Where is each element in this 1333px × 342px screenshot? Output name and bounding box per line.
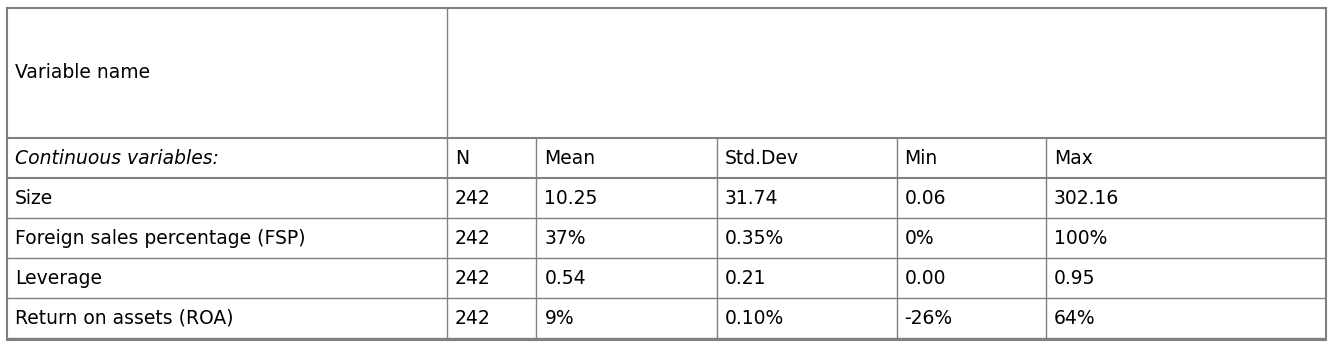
- Text: Std.Dev: Std.Dev: [725, 148, 798, 168]
- Text: 0.10%: 0.10%: [725, 308, 784, 328]
- Text: 242: 242: [455, 188, 491, 208]
- Text: 31.74: 31.74: [725, 188, 778, 208]
- Text: Mean: Mean: [544, 148, 596, 168]
- Text: -26%: -26%: [905, 308, 953, 328]
- Text: 100%: 100%: [1054, 228, 1108, 248]
- Text: 37%: 37%: [544, 228, 587, 248]
- Text: 242: 242: [455, 268, 491, 288]
- Text: Leverage: Leverage: [15, 268, 103, 288]
- Text: 9%: 9%: [544, 308, 575, 328]
- Text: 0.06: 0.06: [905, 188, 946, 208]
- Text: 0%: 0%: [905, 228, 934, 248]
- Text: 242: 242: [455, 308, 491, 328]
- Text: Foreign sales percentage (FSP): Foreign sales percentage (FSP): [15, 228, 305, 248]
- Text: Size: Size: [15, 188, 53, 208]
- Text: 0.35%: 0.35%: [725, 228, 784, 248]
- Text: 242: 242: [455, 228, 491, 248]
- Text: 10.25: 10.25: [544, 188, 597, 208]
- Text: Max: Max: [1054, 148, 1093, 168]
- Text: 0.00: 0.00: [905, 268, 946, 288]
- Text: Min: Min: [905, 148, 938, 168]
- Text: 0.21: 0.21: [725, 268, 766, 288]
- Text: Continuous variables:: Continuous variables:: [15, 148, 219, 168]
- Text: Variable name: Variable name: [15, 64, 151, 82]
- Text: 0.54: 0.54: [544, 268, 587, 288]
- Text: N: N: [455, 148, 469, 168]
- Text: Return on assets (ROA): Return on assets (ROA): [15, 308, 233, 328]
- Text: 64%: 64%: [1054, 308, 1096, 328]
- Text: 0.95: 0.95: [1054, 268, 1096, 288]
- Text: 302.16: 302.16: [1054, 188, 1120, 208]
